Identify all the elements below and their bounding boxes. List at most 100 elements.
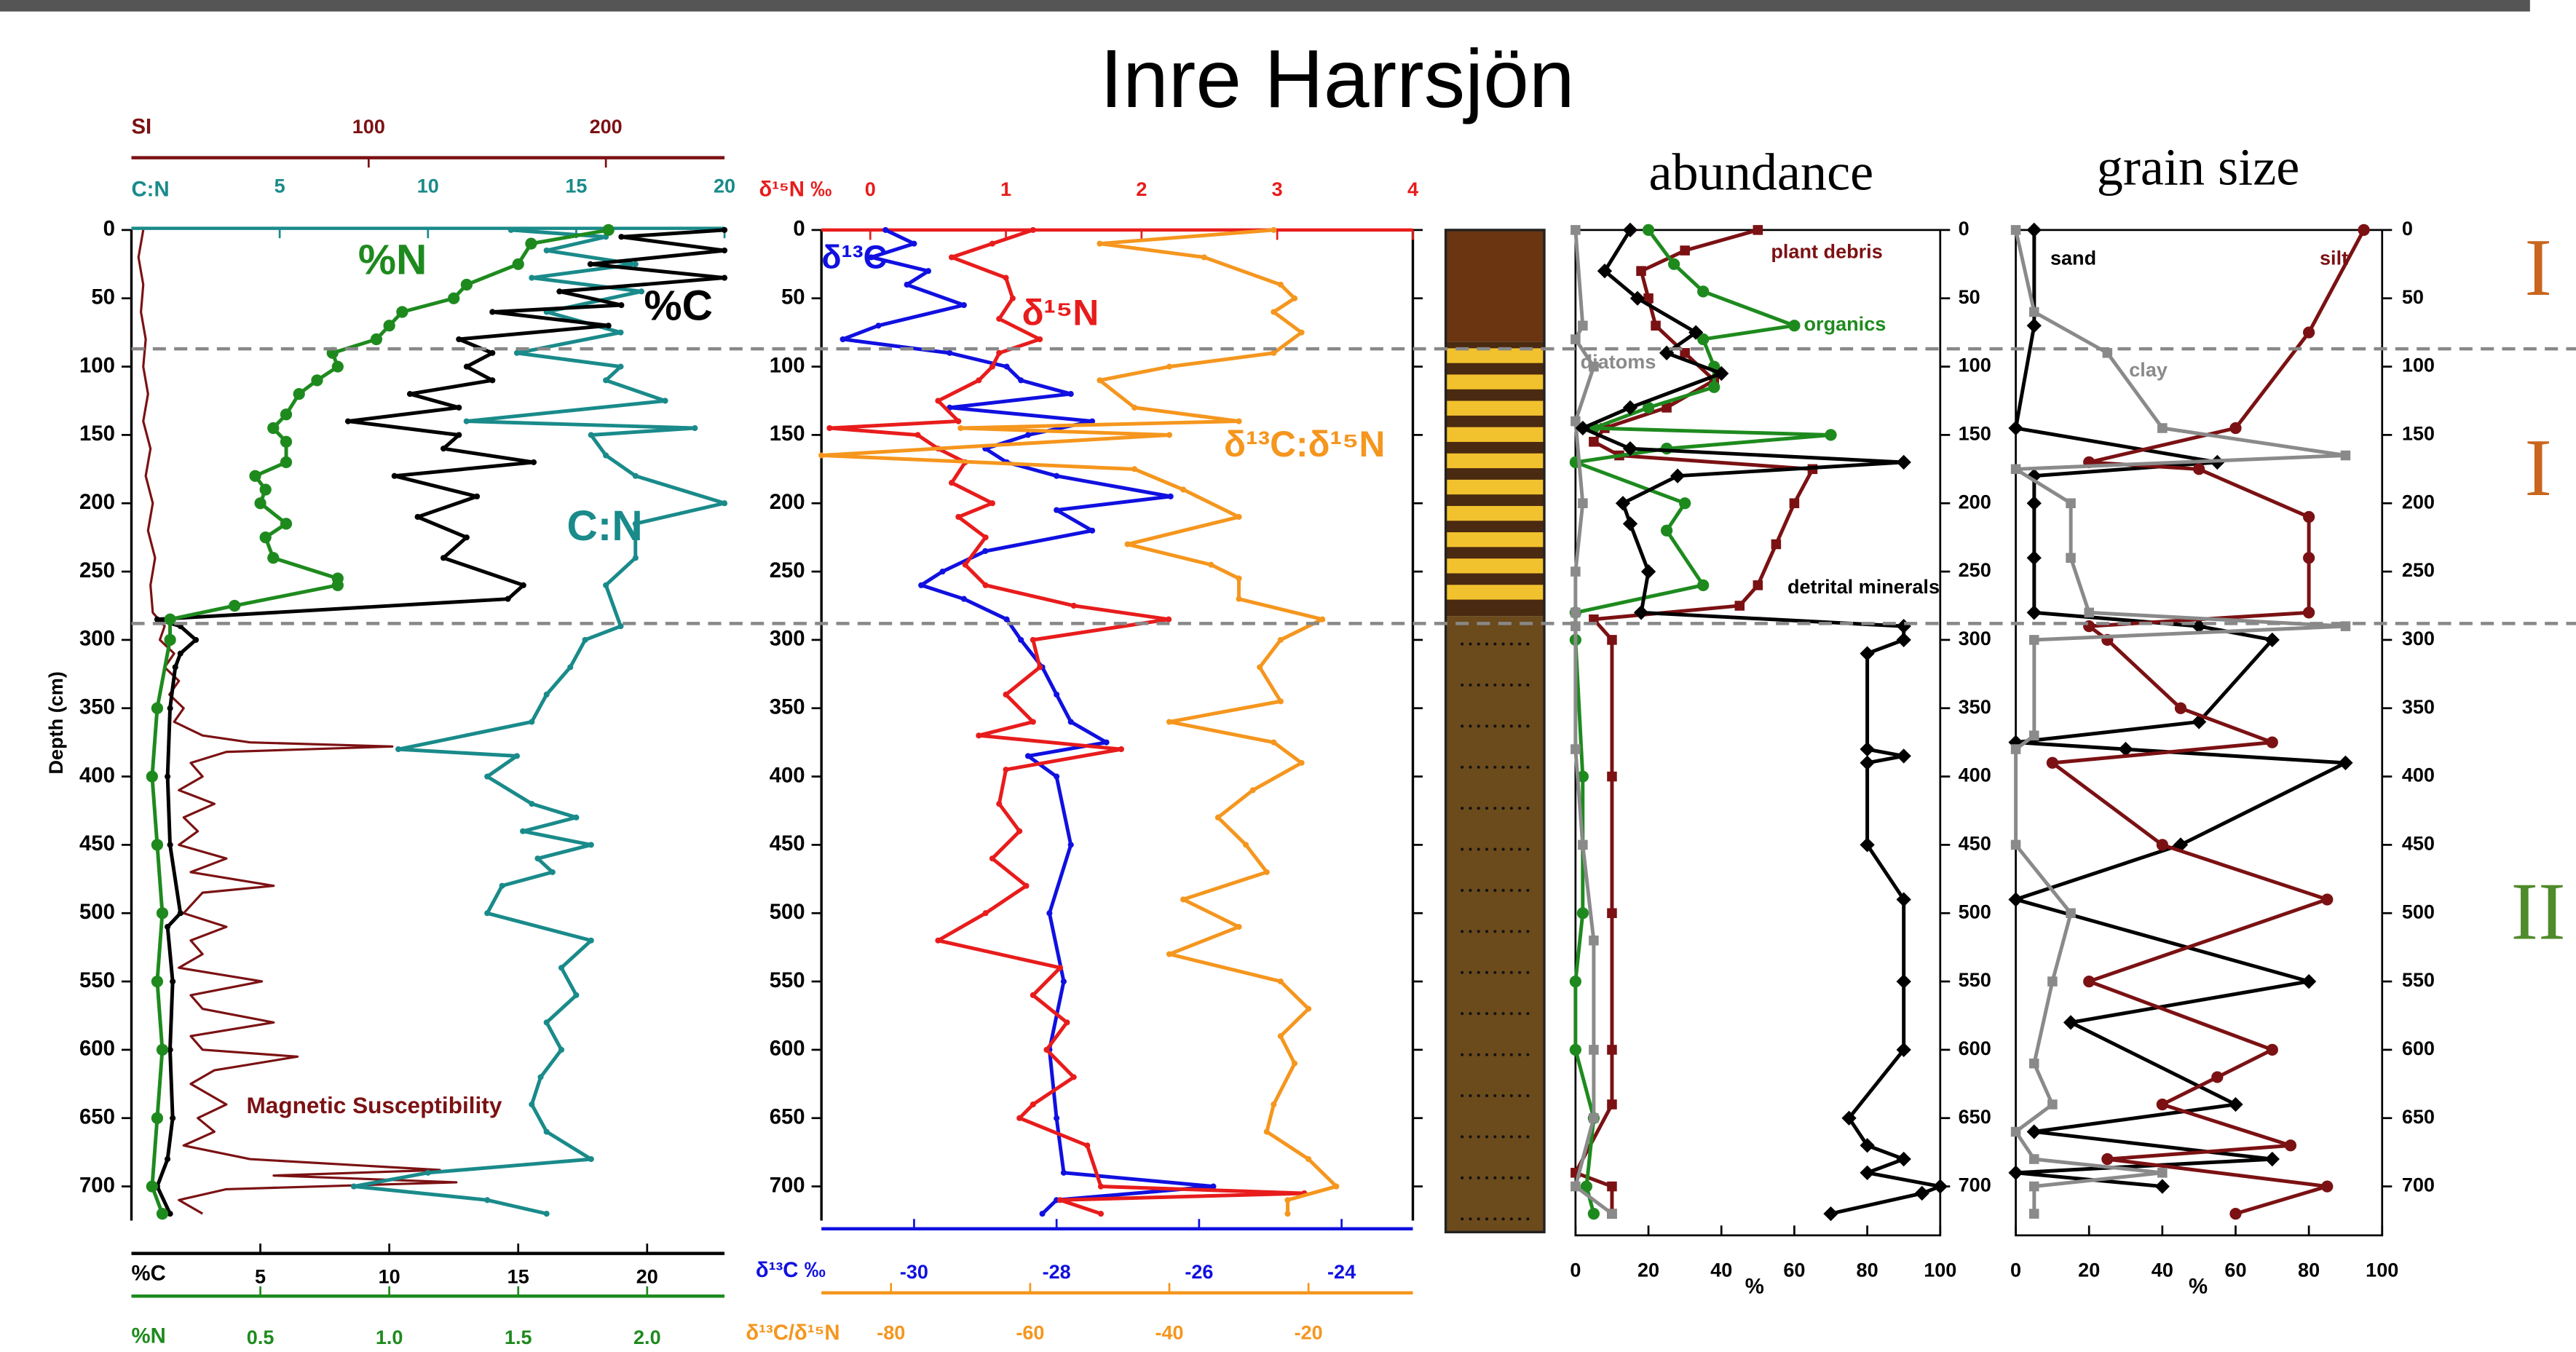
marker (1166, 616, 1172, 622)
lithology-dot (1518, 683, 1522, 687)
marker (1210, 1183, 1217, 1190)
marker (1236, 418, 1242, 424)
marker (692, 424, 698, 432)
marker (1201, 254, 1207, 261)
lithology-dot (1485, 930, 1489, 933)
x-tick-label: 3 (1272, 178, 1283, 200)
y-tick-label: 250 (79, 558, 115, 582)
lithology-dot (1461, 724, 1464, 728)
lithology-dot (1493, 765, 1497, 769)
marker (1771, 539, 1782, 550)
marker (1680, 348, 1690, 358)
lithology-dot (1509, 1094, 1513, 1098)
marker (146, 770, 158, 783)
series-label: %N (358, 237, 427, 284)
x-tick-label: -60 (1016, 1321, 1044, 1343)
lithology-dot (1526, 642, 1530, 646)
marker (2157, 423, 2168, 433)
x-tick-label: 5 (274, 174, 285, 197)
x-tick-label: 20 (2078, 1259, 2100, 1281)
marker (2047, 976, 2058, 987)
y-tick-label: 300 (79, 627, 115, 651)
marker (1860, 741, 1875, 757)
marker (1571, 607, 1581, 618)
x-tick-label: 100 (1924, 1259, 1956, 1281)
lithology-dot (1526, 1094, 1530, 1098)
x-tick-label: 10 (417, 174, 439, 197)
lithology-dot (1518, 970, 1522, 974)
series-label: C:N (566, 502, 642, 550)
marker (2066, 498, 2076, 508)
lithology-dot (1509, 1176, 1513, 1179)
marker (156, 1043, 169, 1056)
lithology-dot (1501, 1012, 1505, 1016)
y-tick-label: 50 (91, 285, 115, 309)
marker (662, 398, 668, 404)
lithology-dot (1526, 930, 1530, 933)
series-label: clay (2129, 358, 2168, 381)
marker (1896, 618, 1911, 634)
marker (632, 521, 639, 527)
zone-label: I (2524, 222, 2552, 313)
marker (1305, 1005, 1312, 1012)
marker (618, 302, 625, 309)
x-tick-label: 100 (352, 115, 385, 138)
marker (2028, 1209, 2039, 1219)
marker (165, 923, 171, 930)
lithology-dot (1461, 970, 1464, 974)
lithology-dot (1469, 930, 1472, 933)
marker (1589, 936, 1599, 946)
marker (1734, 601, 1745, 611)
y-tick-label: 600 (2402, 1037, 2435, 1059)
marker (1284, 1197, 1291, 1203)
marker (1576, 770, 1589, 783)
marker (960, 596, 967, 602)
marker (2264, 632, 2280, 648)
marker (1569, 975, 1581, 988)
lithology-dot (1493, 1094, 1497, 1098)
marker (2211, 1071, 2224, 1083)
lithology-dot (1485, 970, 1489, 974)
marker (1030, 992, 1036, 998)
lithology-dot (1526, 847, 1530, 851)
lithology-dot (1509, 1012, 1513, 1016)
marker (1896, 748, 1911, 764)
lithology-dot (1469, 683, 1472, 687)
marker (1043, 1046, 1050, 1053)
marker (164, 633, 176, 647)
marker (456, 432, 462, 438)
marker (722, 226, 728, 233)
y-tick-label: 450 (79, 831, 115, 855)
series-line (819, 228, 1338, 1214)
y-tick-label: 200 (770, 490, 805, 514)
series-label: organics (1804, 312, 1886, 335)
marker (1643, 293, 1654, 304)
marker (440, 446, 447, 452)
lithology-lower (1445, 616, 1544, 1233)
marker (632, 261, 639, 267)
marker (2154, 1179, 2170, 1194)
marker (489, 377, 496, 384)
marker (996, 315, 1003, 322)
lithology-dot (1509, 765, 1513, 769)
series-line (1581, 229, 1943, 1216)
lithology-dot (1493, 888, 1497, 892)
marker (192, 636, 199, 643)
x-tick-label: 15 (565, 174, 587, 197)
marker (1208, 561, 1214, 568)
marker (2066, 908, 2076, 919)
x-tick-label: 40 (1710, 1259, 1732, 1281)
marker (2340, 450, 2351, 461)
y-tick-label: 400 (2402, 764, 2435, 786)
marker (1277, 979, 1284, 985)
marker (1009, 295, 1016, 301)
marker (1578, 320, 1588, 331)
lithology-dot (1526, 1176, 1530, 1179)
marker (280, 408, 293, 421)
marker (2010, 744, 2021, 754)
marker (1298, 329, 1305, 336)
marker (1607, 635, 1617, 645)
series-line (352, 228, 727, 1216)
series-label: plant debris (1771, 240, 1882, 263)
marker (1054, 773, 1060, 780)
